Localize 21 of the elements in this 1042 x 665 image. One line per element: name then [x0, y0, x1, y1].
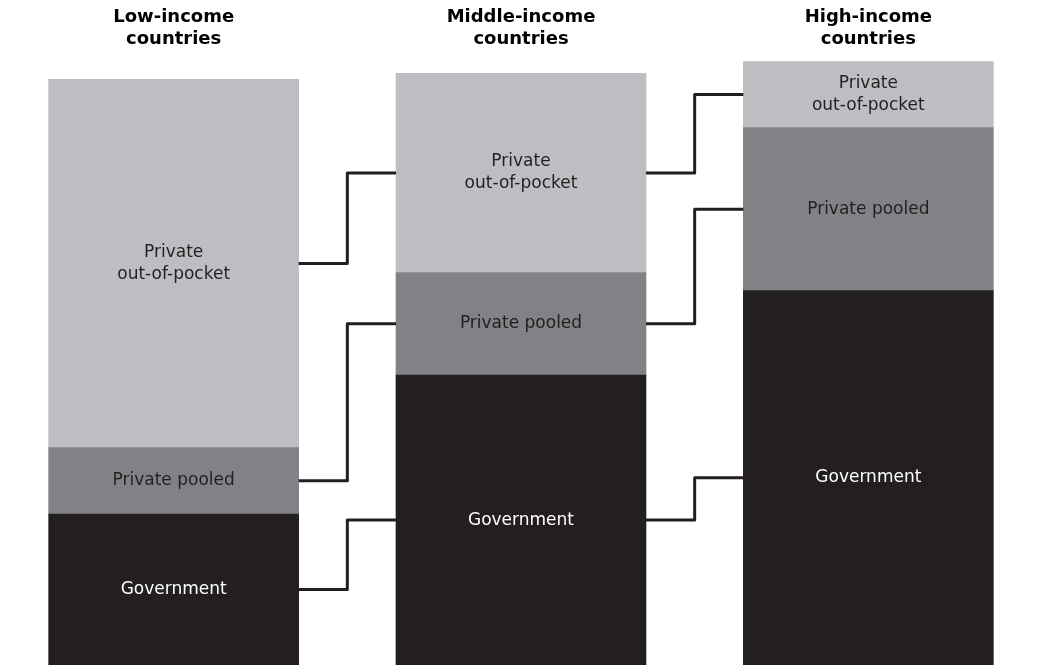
bar	[395, 374, 647, 665]
series-label: Private pooled	[112, 469, 235, 490]
text: Private out-of-pocket	[464, 150, 578, 193]
bar	[395, 272, 647, 376]
series-label: Private out-of-pocket	[811, 71, 926, 114]
bar	[743, 290, 994, 665]
text: Private pooled	[807, 197, 930, 218]
text: Private out-of-pocket	[117, 240, 231, 283]
bar	[48, 78, 299, 448]
bar	[743, 127, 994, 291]
text: Government	[815, 466, 922, 487]
bar	[395, 72, 647, 273]
text: Private pooled	[459, 312, 583, 333]
bar	[48, 447, 299, 515]
bar	[48, 513, 299, 665]
text: Government	[467, 508, 575, 529]
x-tick-label: Middle-income countries	[446, 5, 596, 49]
series-label: Government	[120, 577, 227, 598]
x-tick-label: Low-income countries	[113, 5, 235, 49]
x-tick-label: High-income countries	[804, 5, 933, 49]
bar	[743, 61, 994, 128]
